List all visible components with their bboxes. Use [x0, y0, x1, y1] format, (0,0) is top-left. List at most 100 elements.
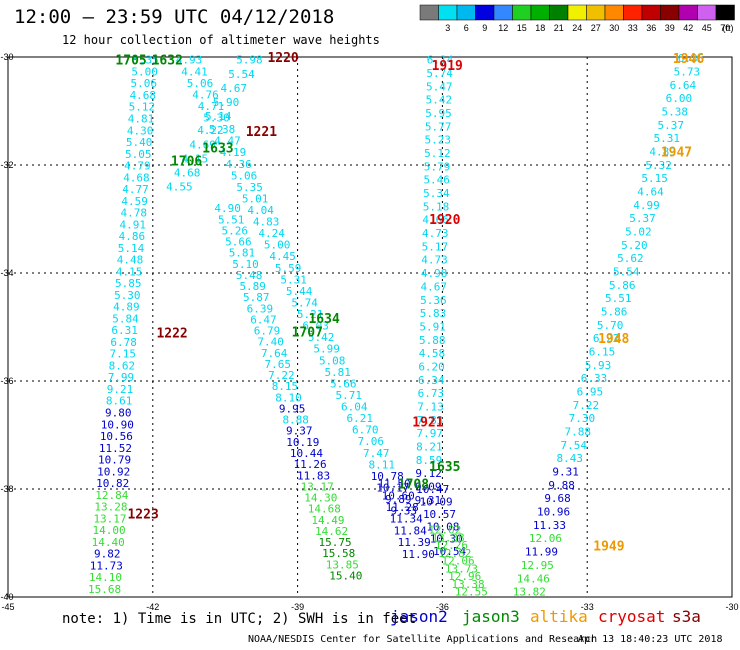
wave-height-value: 9.82 — [94, 548, 121, 561]
wave-height-value: 9.68 — [544, 492, 571, 505]
wave-height-value: 5.23 — [425, 134, 452, 147]
wave-height-value: 13.28 — [94, 501, 127, 514]
wave-height-value: 5.42 — [426, 94, 453, 107]
colorbar-swatch — [678, 4, 698, 21]
wave-height-value: 4.36 — [225, 158, 252, 171]
wave-height-value: 4.66 — [422, 214, 449, 227]
wave-height-value: 5.89 — [239, 280, 266, 293]
wave-height-value: 4.90 — [214, 202, 241, 215]
footer-note: note: 1) Time is in UTC; 2) SWH is in fe… — [62, 611, 417, 627]
wave-height-value: 6.64 — [670, 79, 697, 92]
wave-height-value: 7.22 — [573, 399, 600, 412]
wave-height-value: 6.14 — [427, 54, 454, 67]
wave-height-value: 8.61 — [106, 395, 133, 408]
wave-height-value: 8.59 — [416, 454, 443, 467]
wave-height-value: 5.35 — [132, 54, 159, 67]
wave-height-value: 6.03 — [302, 320, 329, 333]
wave-height-value: 9.88 — [548, 479, 575, 492]
wave-height-value: 9.95 — [279, 402, 306, 415]
pass-time-label: 1705 — [115, 54, 146, 69]
wave-height-value: 12.55 — [455, 586, 488, 599]
wave-height-value: 9.31 — [415, 494, 442, 507]
wave-height-value: 5.38 — [662, 105, 689, 118]
wave-height-value: 4.83 — [253, 216, 280, 229]
wave-height-value: 15.40 — [329, 569, 362, 582]
wave-height-value: 8.10 — [275, 391, 302, 404]
pass-time-label: 1707 — [292, 325, 323, 340]
wave-height-value: 10.96 — [537, 506, 570, 519]
wave-height-value: 11.52 — [99, 442, 132, 455]
wave-height-value: 5.70 — [597, 319, 624, 332]
wave-height-value: 5.12 — [129, 101, 156, 114]
wave-height-value: 4.68 — [174, 167, 201, 180]
wave-height-value: 4.76 — [192, 88, 219, 101]
wave-height-value: 11.84 — [394, 524, 427, 537]
colorbar-swatch — [641, 4, 661, 21]
wave-height-value: 6.20 — [418, 360, 445, 373]
wave-height-value: 10.60 — [382, 489, 415, 502]
wave-height-value: 13.17 — [93, 512, 126, 525]
colorbar-label: 21 — [554, 23, 564, 33]
wave-height-value: 8.21 — [416, 440, 443, 453]
wave-height-value: 12.02 — [428, 524, 461, 537]
colorbar-swatch — [493, 4, 513, 21]
wave-height-value: 10.78 — [371, 470, 404, 483]
colorbar-swatch — [456, 4, 476, 21]
wave-height-value: 7.83 — [417, 414, 444, 427]
pass-time-label: 1920 — [429, 213, 460, 228]
colorbar-label: 45 — [702, 23, 712, 33]
colorbar-label: 18 — [535, 23, 545, 33]
wave-height-value: 14.68 — [308, 503, 341, 516]
wave-height-value: 6.22 — [593, 332, 620, 345]
wave-height-value: 6.15 — [589, 346, 616, 359]
chart-subtitle: 12 hour collection of altimeter wave hei… — [62, 33, 380, 47]
wave-height-value: 4.24 — [258, 227, 285, 240]
x-tick-label: -30 — [725, 602, 738, 612]
wave-height-value: 5.51 — [605, 292, 632, 305]
wave-height-value: 14.10 — [89, 571, 122, 584]
wave-height-value: 11.33 — [533, 519, 566, 532]
colorbar-label: 36 — [646, 23, 656, 33]
colorbar-swatch — [715, 4, 735, 21]
wave-height-value: 4.22 — [197, 124, 224, 137]
wave-height-value: 5.81 — [324, 366, 351, 379]
wave-height-value: 11.26 — [293, 458, 326, 471]
wave-height-value: 11.50 — [378, 478, 411, 491]
wave-height-value: 5.44 — [286, 285, 313, 298]
wave-height-value: 4.15 — [116, 265, 143, 278]
colorbar-label: 39 — [665, 23, 675, 33]
colorbar-swatch — [623, 4, 643, 21]
x-tick-label: -39 — [291, 602, 304, 612]
wave-height-value: 5.83 — [420, 307, 447, 320]
wave-height-value: 8.88 — [282, 414, 309, 427]
wave-height-value: 14.00 — [93, 524, 126, 537]
wave-height-value: 5.46 — [423, 174, 450, 187]
wave-height-value: 11.39 — [398, 536, 431, 549]
wave-height-value: 14.30 — [304, 492, 337, 505]
wave-height-value: 7.47 — [363, 447, 390, 460]
x-tick-label: -42 — [146, 602, 159, 612]
wave-height-value: 5.35 — [236, 181, 263, 194]
colorbar-label: 33 — [628, 23, 638, 33]
wave-height-value: 11.83 — [297, 469, 330, 482]
wave-height-value: 4.69 — [189, 138, 216, 151]
pass-time-label: 1708 — [398, 478, 429, 493]
wave-height-value: 10.92 — [97, 465, 130, 478]
colorbar-label: 27 — [591, 23, 601, 33]
y-tick-label: -34 — [0, 268, 13, 278]
wave-height-value: 5.74 — [426, 67, 453, 80]
wave-height-value: 5.51 — [218, 213, 245, 226]
pass-time-label: 1947 — [661, 146, 692, 161]
wave-height-value: 4.45 — [269, 250, 296, 263]
pass-time-label: 1949 — [593, 540, 624, 555]
wave-height-value: 5.20 — [621, 239, 648, 252]
wave-height-value: 6.73 — [418, 387, 445, 400]
colorbar-label: 9 — [482, 23, 487, 33]
wave-height-value: 5.32 — [645, 159, 672, 172]
wave-height-value: 7.88 — [565, 426, 592, 439]
wave-height-value: 5.86 — [609, 279, 636, 292]
colorbar-swatch — [512, 4, 532, 21]
y-tick-label: -32 — [0, 160, 13, 170]
